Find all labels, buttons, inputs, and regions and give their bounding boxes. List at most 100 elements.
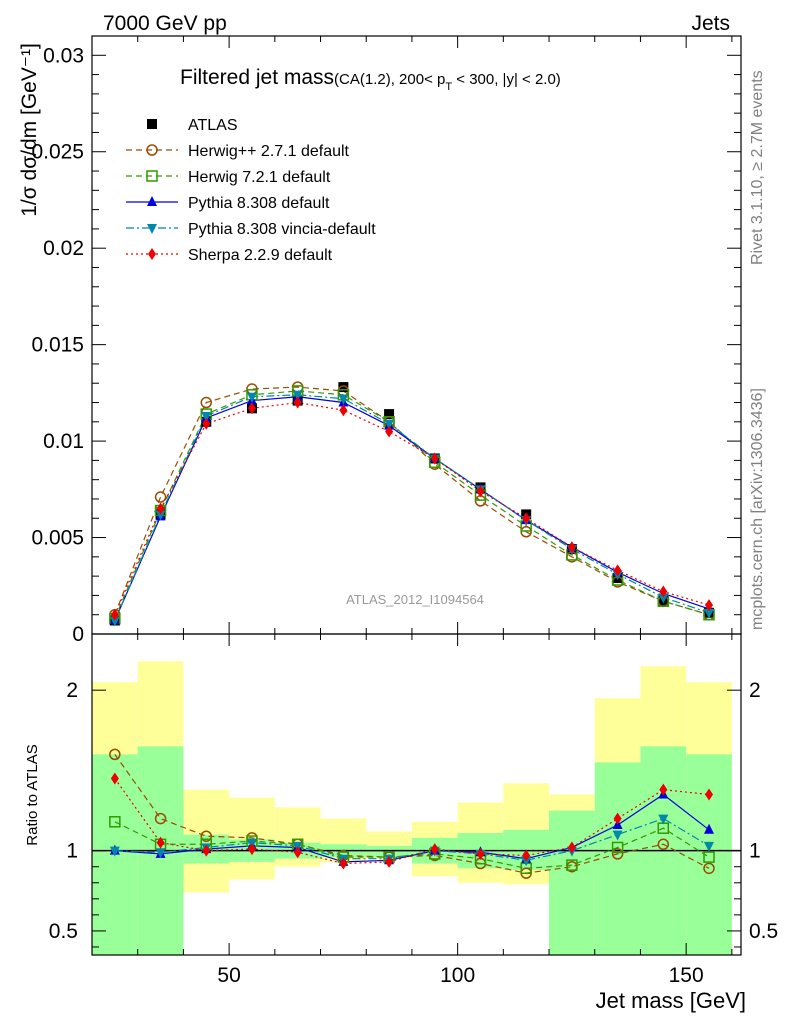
top-y-tick-label-0: 0 [72,623,84,646]
top-point-s4-4 [292,390,303,401]
top-point-s4-13 [704,608,715,619]
top-point-s5-5 [339,404,348,417]
ratio-y-axis-label: Ratio to ATLAS [24,744,41,845]
x-axis-label: Jet mass [GeV] [596,988,746,1013]
top-point-s0-6 [384,409,395,420]
ratio-point-s4-9 [522,849,531,862]
ratio-point-s4-0 [110,772,119,785]
x-tick-label-1: 100 [440,964,475,987]
top-point-s4-3 [246,392,257,403]
ratio-point-s3-1 [155,848,166,859]
ratio-point-s4-12 [659,783,668,796]
top-point-s4-0 [109,616,120,627]
ratio-point-s4-4 [293,846,302,859]
x-tick-label-2: 150 [669,964,704,987]
top-point-s5-1 [156,502,165,515]
ratio-y-tick-label-2: 2 [66,679,78,702]
ratio-point-s2-13 [704,823,715,834]
ratio-point-s4-13 [705,788,714,801]
top-y-tick-label-5: 0.025 [31,141,84,164]
ratio-y-tick-label-right-0: 0.5 [749,920,778,943]
top-point-s4-1 [155,510,166,521]
top-point-s5-0 [110,608,119,621]
top-point-s5-11 [613,564,622,577]
ratio-point-s4-8 [476,847,485,860]
ratio-point-s1-10 [566,859,578,871]
ratio-point-s4-11 [613,812,622,825]
legend-label-1: Herwig++ 2.7.1 default [188,143,350,160]
legend-label-0: ATLAS [188,117,238,134]
top-point-s5-13 [705,599,714,612]
legend: ATLAS Herwig++ 2.7.1 default Herwig 7.2.1 … [126,117,376,264]
ratio-point-s0-13 [703,862,715,875]
legend-marker-0 [147,119,157,129]
top-point-s0-5 [338,382,349,393]
top-point-s5-12 [659,585,668,598]
plot-title: Filtered jet mass(CA(1.2), 200< pT < 300… [180,66,561,93]
ratio-band-green-13 [686,754,732,955]
ratio-band-green-10 [549,810,595,955]
top-point-s5-9 [522,512,531,525]
ratio-point-s0-11 [611,848,624,860]
ratio-point-s4-1 [156,836,165,849]
legend-marker-5 [148,248,156,260]
plot-title-sub-pre: (CA(1.2), 200< p [334,71,445,88]
top-y-tick-label-2: 0.01 [43,430,84,453]
ratio-point-s3-0 [109,846,120,857]
top-y-tick-label-4: 0.02 [43,237,84,260]
plot-title-sub-post: < 300, |y| < 2.0) [452,71,561,88]
header-left: 7000 GeV pp [103,12,227,35]
ratio-point-s1-0 [109,816,121,828]
ratio-point-s0-0 [109,748,121,761]
ratio-point-s0-2 [200,830,213,842]
ratio-line-series-4 [114,778,710,865]
top-point-s5-8 [476,485,485,498]
ratio-point-s0-12 [657,838,670,851]
x-tick-label-0: 50 [217,964,240,987]
ratio-band-yellow-3 [229,797,275,880]
top-point-s1-1 [154,491,167,503]
top-point-s4-6 [384,419,395,430]
legend-marker-2 [146,170,158,182]
ratio-line-series-2 [114,793,710,863]
ratio-point-s0-1 [154,812,167,825]
ratio-y-tick-label-right-1: 1 [749,840,761,863]
rivet-version-label: Rivet 3.1.10, ≥ 2.7M events [749,70,766,265]
top-y-axis-label: 1/σ dσ/dm [GeV⁻¹] [18,43,41,217]
ratio-point-s4-3 [247,843,256,856]
header-right: Jets [691,12,730,35]
ratio-point-s4-7 [430,843,439,856]
ratio-y-tick-label-1: 1 [66,840,78,863]
top-point-s5-6 [385,425,394,438]
top-point-s1-9 [520,526,532,538]
plot-title-main: Filtered jet mass [180,66,334,89]
top-point-s4-5 [338,394,349,405]
top-point-s1-2 [200,396,213,409]
top-line-series-2 [114,390,710,619]
ratio-line-series-0 [114,754,710,874]
legend-label-4: Pythia 8.308 vincia-default [188,221,376,238]
ratio-point-s3-13 [704,841,715,852]
analysis-watermark: ATLAS_2012_I1094564 [346,592,484,607]
ratio-panel-frame [91,633,742,956]
top-point-s1-8 [474,495,487,507]
ratio-line-series-3 [114,817,710,861]
top-point-s5-10 [567,541,576,554]
plot-title-sub-subscript: T [445,81,452,93]
top-y-tick-label-3: 0.015 [31,334,84,357]
ratio-point-s4-5 [339,857,348,870]
legend-label-3: Pythia 8.308 default [188,195,330,212]
top-y-tick-label-1: 0.005 [31,527,84,550]
ratio-point-s1-13 [703,851,715,863]
ratio-y-tick-label-0: 0.5 [49,920,78,943]
legend-label-5: Sherpa 2.2.9 default [188,247,333,264]
top-point-s5-3 [247,402,256,415]
ratio-y-tick-label-right-2: 2 [749,679,761,702]
mcplots-label: mcplots.cern.ch [arXiv:1306.3436] [749,388,766,630]
top-point-s4-2 [201,412,212,423]
legend-label-2: Herwig 7.2.1 default [188,169,331,186]
ratio-point-s3-12 [658,814,669,825]
top-point-s5-4 [293,396,302,409]
top-point-s5-2 [202,417,211,430]
